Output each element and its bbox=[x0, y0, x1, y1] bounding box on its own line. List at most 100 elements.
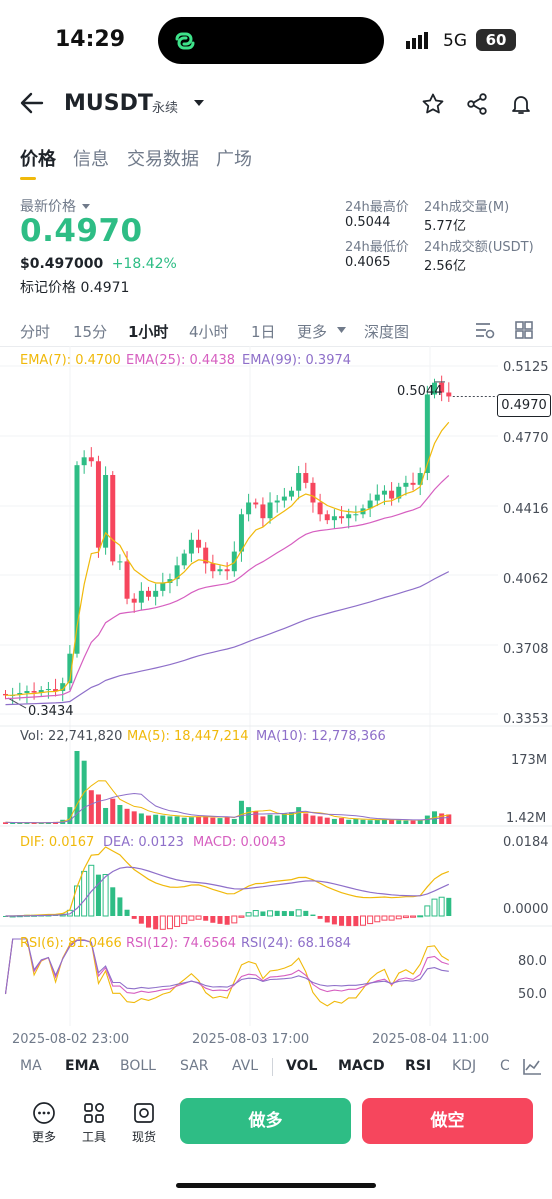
star-favorite-icon[interactable] bbox=[421, 92, 445, 116]
ind-ema[interactable]: EMA bbox=[65, 1058, 100, 1074]
tf-depth-chart[interactable]: 深度图 bbox=[364, 323, 410, 341]
tf-1d[interactable]: 1日 bbox=[251, 323, 276, 341]
candle-body bbox=[67, 653, 73, 684]
tf-more[interactable]: 更多 bbox=[297, 323, 328, 341]
volume-bar bbox=[24, 822, 30, 824]
symbol-dropdown-icon[interactable] bbox=[192, 96, 206, 114]
contract-type-label[interactable]: 永续 bbox=[152, 101, 179, 116]
status-bar: 14:29 5G 60 bbox=[0, 0, 552, 80]
macd-histogram-bar bbox=[224, 916, 230, 925]
tf-timeline[interactable]: 分时 bbox=[20, 323, 51, 341]
volume-value: 5.77亿 bbox=[424, 219, 466, 234]
volume-bar bbox=[31, 822, 37, 824]
macd-histogram-bar bbox=[217, 916, 223, 924]
macd-histogram-bar bbox=[74, 885, 80, 917]
tab-trading-data[interactable]: 交易数据 bbox=[127, 149, 199, 170]
candle-body bbox=[310, 482, 316, 503]
volume-bar bbox=[103, 807, 109, 824]
macd-histogram-bar bbox=[95, 874, 101, 916]
volume-bar bbox=[403, 820, 409, 824]
back-arrow-icon[interactable] bbox=[20, 88, 44, 118]
volume-bar bbox=[310, 815, 316, 824]
candle-body bbox=[253, 502, 259, 505]
indicator-chart-icon[interactable] bbox=[522, 1058, 542, 1076]
ind-divider bbox=[272, 1058, 273, 1076]
volume-label: 24h成交量(M) bbox=[424, 200, 510, 215]
more-tool[interactable]: 更多 bbox=[24, 1101, 64, 1145]
macd-histogram-bar bbox=[231, 915, 238, 924]
vol-axis-tick: 173M bbox=[511, 753, 548, 768]
macd-dea-legend: DEA: 0.0123 bbox=[103, 835, 184, 850]
price-axis-tick: 0.4770 bbox=[503, 431, 549, 446]
usd-price: $0.497000 bbox=[20, 256, 104, 272]
macd-histogram-bar bbox=[317, 916, 323, 919]
ind-macd[interactable]: MACD bbox=[338, 1058, 385, 1074]
ind-kdj[interactable]: KDJ bbox=[452, 1058, 477, 1074]
candle-body bbox=[181, 553, 187, 566]
ind-more[interactable]: C bbox=[500, 1058, 510, 1074]
ind-boll[interactable]: BOLL bbox=[120, 1058, 156, 1074]
candlestick-chart[interactable] bbox=[0, 346, 552, 1036]
candle-body bbox=[381, 490, 387, 495]
candle-body bbox=[238, 514, 244, 552]
macd-histogram-bar bbox=[431, 898, 438, 917]
ind-avl[interactable]: AVL bbox=[232, 1058, 259, 1074]
candle-body bbox=[339, 516, 345, 519]
share-icon[interactable] bbox=[465, 92, 489, 116]
last-price: 0.4970 bbox=[20, 213, 143, 249]
macd-histogram-bar bbox=[166, 915, 173, 930]
tf-4h[interactable]: 4小时 bbox=[189, 323, 229, 341]
candle-body bbox=[174, 565, 180, 580]
volume-bar bbox=[110, 798, 116, 824]
ema25-line bbox=[5, 474, 450, 700]
tf-1h[interactable]: 1小时 bbox=[128, 323, 169, 341]
ema-lines-layer bbox=[5, 421, 450, 706]
layout-grid-icon[interactable] bbox=[514, 320, 534, 340]
macd-axis-tick: 0.0184 bbox=[503, 835, 549, 850]
tf-15m[interactable]: 15分 bbox=[73, 323, 108, 341]
volume-bar bbox=[217, 818, 223, 824]
volume-bar bbox=[131, 811, 137, 824]
more-dropdown-icon bbox=[337, 327, 346, 333]
time-axis-tick: 2025-08-04 11:00 bbox=[372, 1032, 490, 1047]
low-label: 24h最低价 bbox=[345, 240, 409, 255]
tools-tool[interactable]: 工具 bbox=[74, 1101, 114, 1145]
macd-value-legend: MACD: 0.0043 bbox=[193, 835, 286, 850]
spot-tool[interactable]: 现货 bbox=[124, 1101, 164, 1145]
tab-info[interactable]: 信息 bbox=[73, 149, 109, 170]
bell-alert-icon[interactable] bbox=[509, 92, 533, 116]
macd-histogram-bar bbox=[153, 916, 159, 930]
volume-bar bbox=[374, 819, 380, 824]
candle-body bbox=[389, 490, 395, 499]
candle-body bbox=[117, 561, 123, 563]
volume-bar bbox=[446, 814, 452, 824]
candle-body bbox=[124, 561, 130, 599]
ind-ma[interactable]: MA bbox=[20, 1058, 42, 1074]
ind-rsi[interactable]: RSI bbox=[405, 1058, 432, 1074]
tab-price[interactable]: 价格 bbox=[20, 149, 56, 170]
macd-histogram-bar bbox=[374, 915, 381, 923]
candle-body bbox=[403, 482, 409, 487]
vol-axis-tick: 1.42M bbox=[506, 811, 547, 826]
mark-price-row: 标记价格 0.4971 bbox=[20, 277, 129, 297]
chart-settings-icon[interactable] bbox=[474, 320, 496, 340]
last-price-label-row[interactable]: 最新价格 bbox=[20, 196, 91, 216]
short-button[interactable]: 做空 bbox=[362, 1098, 533, 1144]
tab-square[interactable]: 广场 bbox=[216, 149, 252, 170]
ind-sar[interactable]: SAR bbox=[180, 1058, 209, 1074]
rsi-layer bbox=[4, 938, 450, 1007]
macd-histogram-bar bbox=[438, 896, 445, 917]
volume-bar bbox=[253, 811, 259, 824]
dropdown-caret-icon bbox=[82, 204, 91, 209]
vol-ma10-line bbox=[5, 792, 449, 824]
chart-top-divider bbox=[0, 346, 552, 347]
macd-histogram-bar bbox=[110, 887, 116, 916]
volume-bar bbox=[238, 800, 244, 824]
volume-bar bbox=[95, 794, 101, 824]
long-button[interactable]: 做多 bbox=[180, 1098, 351, 1144]
ind-vol[interactable]: VOL bbox=[286, 1058, 318, 1074]
macd-histogram-bar bbox=[424, 905, 431, 917]
tools-grid-icon bbox=[84, 1103, 104, 1123]
candle-body bbox=[88, 457, 94, 462]
symbol-title[interactable]: MUSDT bbox=[64, 91, 153, 116]
